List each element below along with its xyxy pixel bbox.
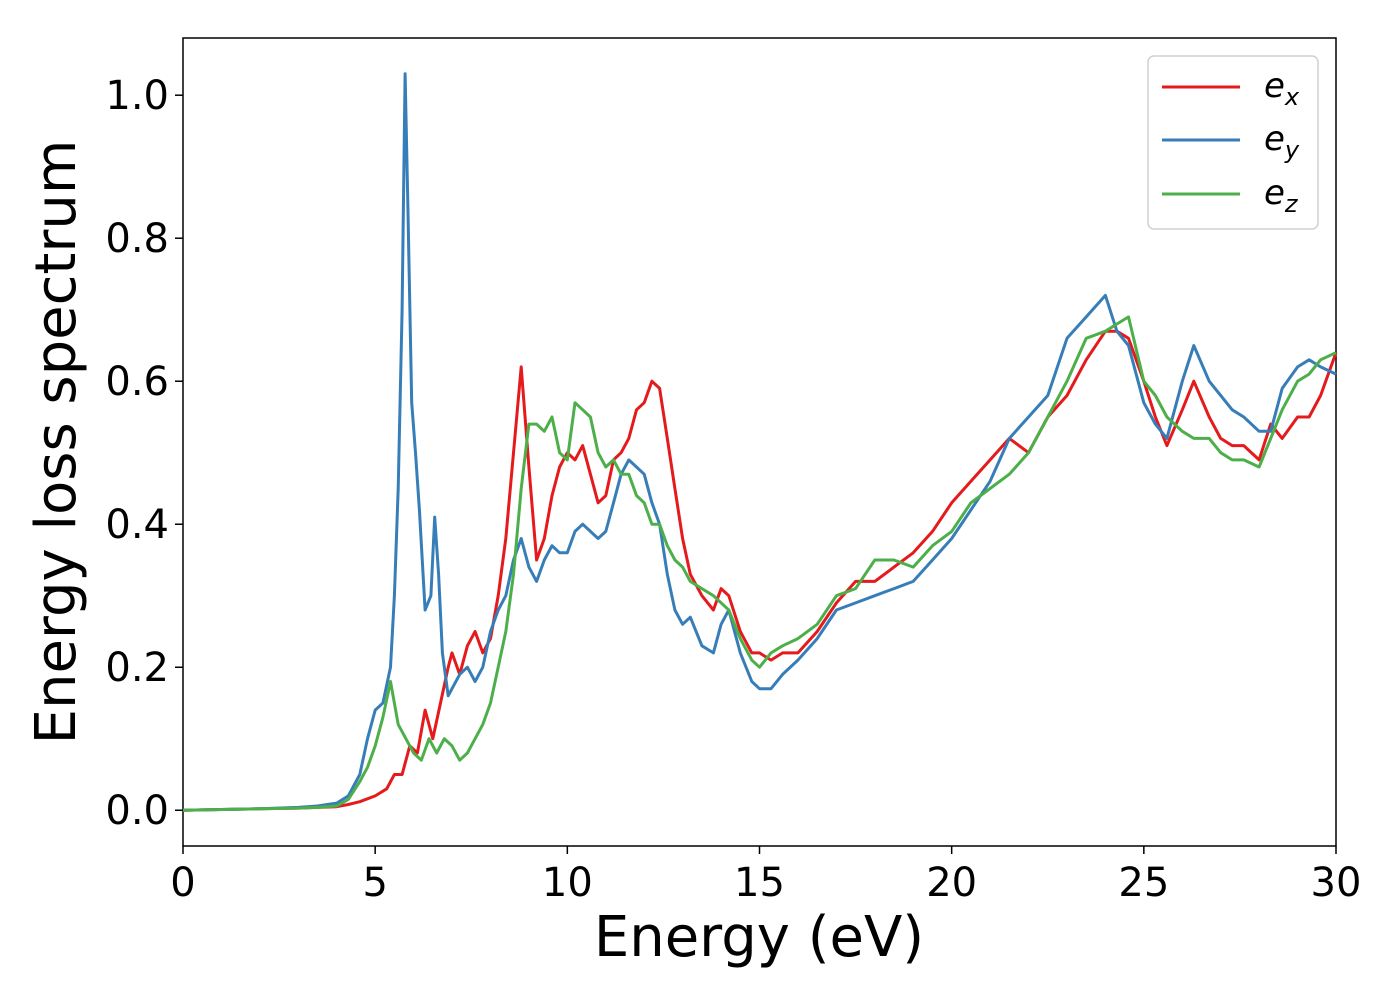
x-tick-label: 30 xyxy=(1311,860,1362,906)
x-tick-label: 0 xyxy=(170,860,195,906)
x-tick-label: 10 xyxy=(542,860,593,906)
legend-label-ey: ey xyxy=(1264,119,1300,164)
x-tick-label: 20 xyxy=(926,860,977,906)
y-tick-label: 0.6 xyxy=(105,359,169,405)
y-tick-label: 0.8 xyxy=(105,216,169,262)
legend-label-ez: ez xyxy=(1264,173,1299,218)
series-line-ez xyxy=(182,315,1337,812)
x-tick-label: 15 xyxy=(734,860,785,906)
y-axis-title: Energy loss spectrum xyxy=(24,140,89,745)
series-line-ey xyxy=(182,72,1337,812)
series-line-ex xyxy=(182,329,1338,812)
y-tick-label: 1.0 xyxy=(105,73,169,119)
series-lines xyxy=(182,72,1338,812)
x-axis-title: Energy (eV) xyxy=(594,905,924,970)
y-tick-label: 0.2 xyxy=(105,645,169,691)
x-axis-ticks: 0 5 10 15 20 25 30 xyxy=(170,846,1361,906)
y-tick-label: 0.0 xyxy=(105,788,169,834)
y-tick-label: 0.4 xyxy=(105,502,169,548)
y-axis-ticks: 0.0 0.2 0.4 0.6 0.8 1.0 xyxy=(105,73,183,834)
x-tick-label: 25 xyxy=(1118,860,1169,906)
legend: ex ey ez xyxy=(1147,55,1319,230)
x-tick-label: 5 xyxy=(362,860,387,906)
legend-label-ex: ex xyxy=(1264,66,1300,111)
legend-box xyxy=(1147,55,1319,230)
